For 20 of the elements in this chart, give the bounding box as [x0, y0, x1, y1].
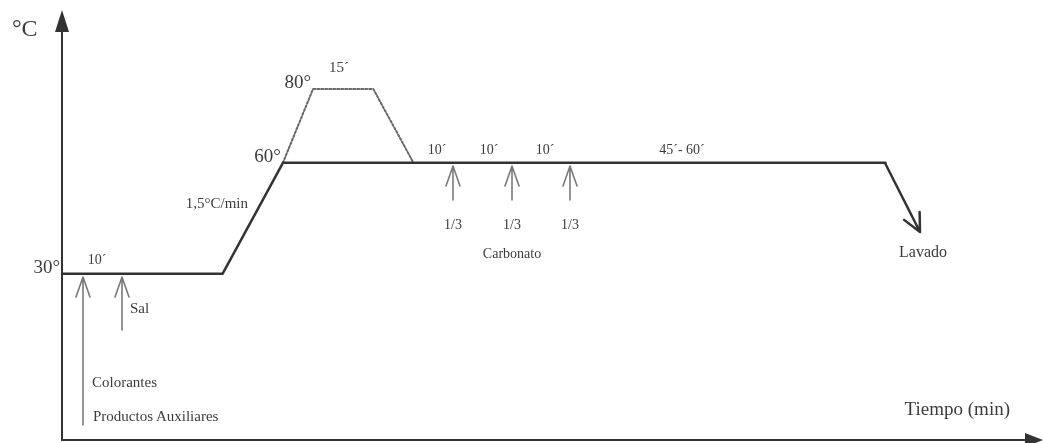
annotation: Colorantes	[92, 373, 158, 390]
annotation: 1/3	[444, 216, 462, 232]
annotation: 10´	[479, 141, 499, 157]
annotation: 10´	[427, 141, 447, 157]
annotation: Sal	[130, 299, 150, 316]
annotation: Carbonato	[482, 245, 542, 261]
annotation: 10´	[87, 251, 107, 267]
annotation: 1,5°C/min	[185, 194, 249, 211]
data-label: 80°	[284, 70, 312, 92]
annotation: 15´	[329, 58, 349, 75]
annotation: Productos Auxiliares	[93, 407, 219, 424]
annotation: 45´- 60´	[659, 141, 705, 157]
data-label: 30°	[33, 255, 60, 277]
y-axis-title: °C	[12, 15, 38, 42]
annotation: 1/3	[503, 216, 521, 232]
x-axis-title: Tiempo (min)	[904, 397, 1010, 420]
annotation: 1/3	[561, 216, 579, 232]
annotation: 10´	[535, 141, 555, 157]
annotation: Lavado	[899, 243, 947, 261]
data-label: 60°	[254, 144, 281, 166]
